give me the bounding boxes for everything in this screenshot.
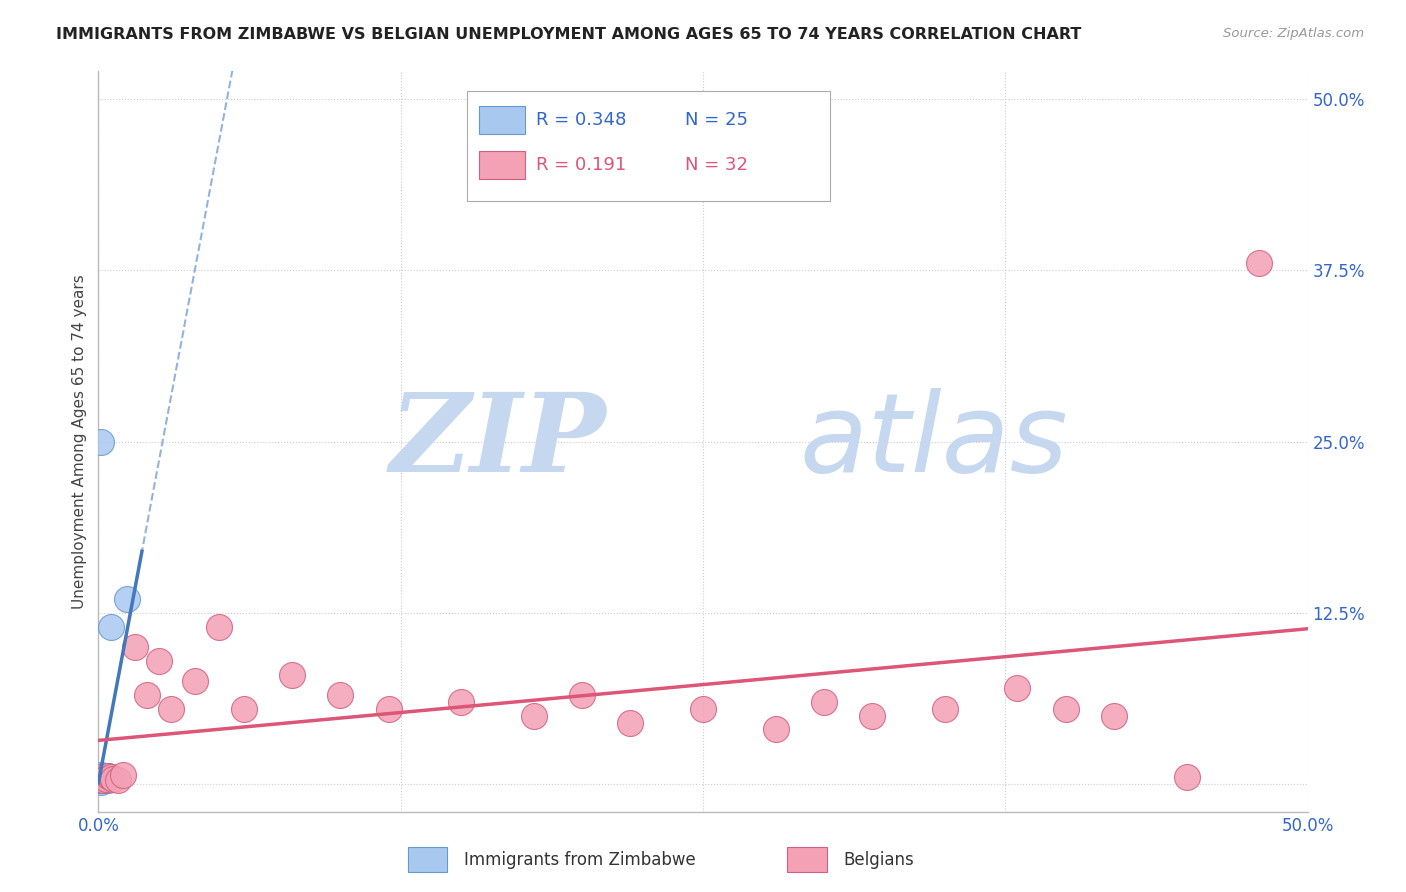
Point xyxy=(97,769,120,783)
Point xyxy=(377,702,399,716)
Y-axis label: Unemployment Among Ages 65 to 74 years: Unemployment Among Ages 65 to 74 years xyxy=(72,274,87,609)
Point xyxy=(148,654,170,668)
Point xyxy=(1249,256,1271,270)
Point xyxy=(91,773,114,788)
Point xyxy=(571,688,593,702)
Point xyxy=(91,771,114,785)
Point xyxy=(100,771,122,785)
Point xyxy=(1054,702,1077,716)
Point xyxy=(160,702,183,716)
Point xyxy=(90,772,112,786)
Point xyxy=(101,772,124,786)
Point xyxy=(1007,681,1029,696)
Point xyxy=(90,771,112,785)
Point xyxy=(111,767,134,781)
Point xyxy=(91,772,114,786)
Point xyxy=(94,772,117,786)
FancyBboxPatch shape xyxy=(479,151,526,178)
Point xyxy=(124,640,146,655)
Point xyxy=(184,674,207,689)
Point xyxy=(90,771,112,785)
Text: N = 32: N = 32 xyxy=(685,155,748,174)
Point xyxy=(90,434,112,449)
Text: IMMIGRANTS FROM ZIMBABWE VS BELGIAN UNEMPLOYMENT AMONG AGES 65 TO 74 YEARS CORRE: IMMIGRANTS FROM ZIMBABWE VS BELGIAN UNEM… xyxy=(56,27,1081,42)
Point xyxy=(329,688,352,702)
Point xyxy=(107,773,129,788)
Point xyxy=(813,695,835,709)
Point xyxy=(1175,771,1198,785)
Point xyxy=(97,773,120,788)
Point xyxy=(692,702,714,716)
Point xyxy=(91,772,114,786)
Point xyxy=(208,619,231,633)
Point xyxy=(523,708,546,723)
Point xyxy=(90,774,112,789)
FancyBboxPatch shape xyxy=(467,91,830,201)
Point xyxy=(117,592,139,607)
Point xyxy=(281,667,304,681)
Point xyxy=(91,773,114,788)
Point xyxy=(450,695,472,709)
Point xyxy=(232,702,254,716)
Point xyxy=(765,723,787,737)
Point xyxy=(619,715,641,730)
Point xyxy=(934,702,956,716)
Point xyxy=(91,773,114,788)
Point xyxy=(90,773,112,788)
Point xyxy=(90,773,112,788)
Point xyxy=(94,772,117,786)
Text: ZIP: ZIP xyxy=(389,388,606,495)
Point xyxy=(90,769,112,783)
Point xyxy=(860,708,883,723)
Point xyxy=(94,773,117,788)
Point xyxy=(94,771,117,785)
Point xyxy=(91,771,114,785)
Text: Immigrants from Zimbabwe: Immigrants from Zimbabwe xyxy=(464,851,696,869)
Text: atlas: atlas xyxy=(800,388,1069,495)
Text: Belgians: Belgians xyxy=(844,851,914,869)
Point xyxy=(100,619,122,633)
Text: R = 0.348: R = 0.348 xyxy=(536,112,627,129)
Text: R = 0.191: R = 0.191 xyxy=(536,155,627,174)
Point xyxy=(90,772,112,786)
Point xyxy=(90,773,112,788)
Point xyxy=(90,771,112,785)
Point xyxy=(90,767,112,781)
Text: Source: ZipAtlas.com: Source: ZipAtlas.com xyxy=(1223,27,1364,40)
FancyBboxPatch shape xyxy=(479,106,526,135)
Point xyxy=(1102,708,1125,723)
Text: N = 25: N = 25 xyxy=(685,112,748,129)
Point xyxy=(97,769,120,783)
Point xyxy=(135,688,157,702)
Point xyxy=(94,772,117,786)
